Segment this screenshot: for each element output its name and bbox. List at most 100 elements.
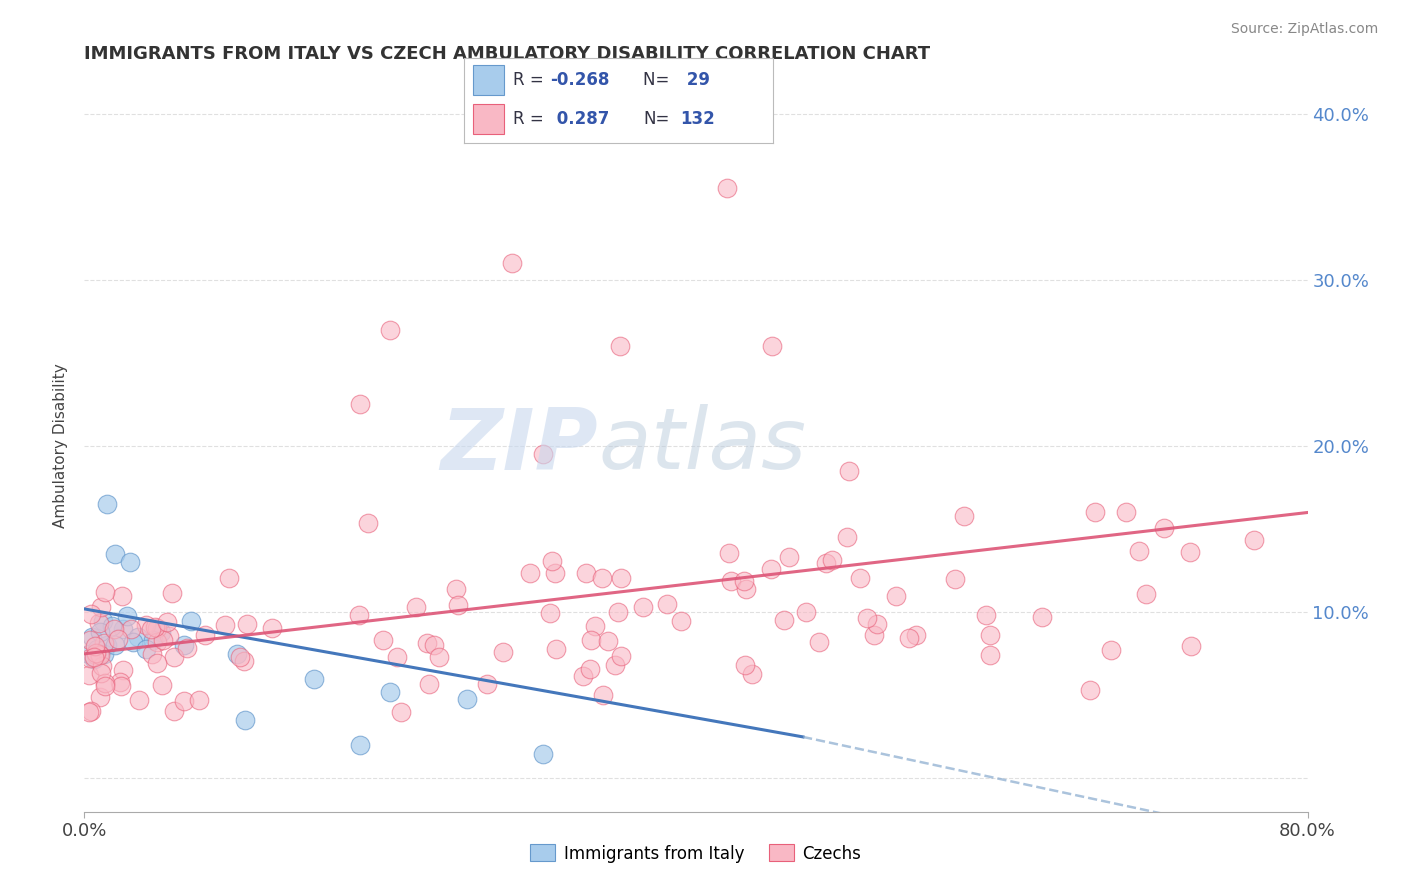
Point [120,623,142,637]
Point [734,582,756,596]
Point [160,586,183,600]
Point [77,647,100,661]
Point [544,641,567,656]
Point [814,557,837,571]
Point [979,648,1001,663]
Point [94,679,117,693]
Point [794,605,817,619]
Point [572,669,595,683]
Point [856,611,879,625]
Point [1153,521,1175,535]
Point [96,497,118,511]
Point [610,648,633,663]
Text: 29: 29 [681,71,710,89]
Point [1243,533,1265,547]
Point [349,397,371,411]
Point [741,666,763,681]
Point [233,654,256,668]
Point [94,584,117,599]
Point [631,599,654,614]
Point [142,633,165,648]
Point [519,566,541,581]
Point [1115,506,1137,520]
Point [83,652,105,666]
Point [897,631,920,645]
Point [87,616,110,631]
Point [423,638,446,652]
Point [188,692,211,706]
Point [93,636,115,650]
Point [492,645,515,659]
Point [380,685,402,699]
Point [163,704,186,718]
Point [193,628,215,642]
Point [127,630,149,644]
Point [1084,506,1107,520]
Point [91,614,114,628]
Point [218,570,240,584]
Point [416,636,439,650]
Y-axis label: Ambulatory Disability: Ambulatory Disability [53,364,69,528]
Point [405,600,427,615]
Point [820,553,842,567]
Point [260,621,283,635]
Text: atlas: atlas [598,404,806,488]
Point [90,599,112,614]
Point [173,639,195,653]
Point [717,546,740,560]
Point [838,464,860,478]
Point [761,562,783,576]
Point [385,650,408,665]
Point [603,657,626,672]
Point [80,630,103,644]
Point [655,597,678,611]
Point [90,666,112,681]
Point [141,647,163,661]
Point [1031,609,1053,624]
Point [180,614,202,628]
Point [606,605,628,619]
Point [143,620,166,634]
Point [1078,682,1101,697]
Text: 0.287: 0.287 [551,110,609,128]
Point [111,589,134,603]
Bar [474,65,505,95]
Point [149,625,172,640]
Point [94,676,117,690]
Point [733,574,755,588]
Point [1180,639,1202,653]
Point [579,662,602,676]
Point [104,547,127,561]
Point [761,339,783,353]
Point [456,691,478,706]
Point [418,677,440,691]
Point [89,625,111,640]
Point [110,679,132,693]
Point [228,649,250,664]
Point [953,508,976,523]
Point [596,633,619,648]
Point [357,516,380,530]
Point [531,447,554,461]
Point [139,622,162,636]
Point [89,648,111,662]
Point [884,590,907,604]
Point [120,555,142,569]
Point [86,641,108,656]
Point [579,633,602,648]
Bar [474,103,505,134]
Point [716,181,738,195]
Point [720,574,742,589]
Point [866,616,889,631]
Point [808,635,831,649]
Point [226,647,249,661]
Point [80,704,103,718]
Point [83,650,105,665]
Point [373,633,395,648]
Point [146,621,169,635]
Legend: Immigrants from Italy, Czechs: Immigrants from Italy, Czechs [524,838,868,869]
Point [111,663,134,677]
Point [163,650,186,665]
Point [531,747,554,761]
Point [849,571,872,585]
